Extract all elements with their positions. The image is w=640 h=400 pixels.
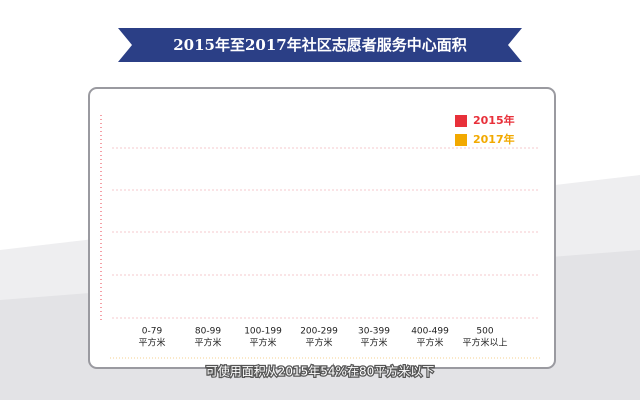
- x-tick-label: 平方米: [416, 337, 443, 349]
- x-tick-label: 平方米: [194, 337, 221, 349]
- legend-label: 2015年: [473, 113, 515, 127]
- title-banner: [118, 28, 522, 62]
- x-tick-label: 0-79: [142, 327, 163, 337]
- legend-swatch: [455, 115, 467, 127]
- chart-title: 2015年至2017年社区志愿者服务中心面积: [173, 36, 467, 54]
- x-tick-label: 400-499: [411, 327, 449, 337]
- x-tick-label: 平方米: [305, 337, 332, 349]
- legend-swatch: [455, 134, 467, 146]
- chart-frame: [88, 87, 556, 369]
- x-tick-label: 平方米以上: [462, 337, 507, 349]
- x-tick-label: 平方米: [360, 337, 387, 349]
- grid: [112, 147, 540, 319]
- x-tick-label: 30-399: [358, 327, 390, 337]
- legend-label: 2017年: [473, 132, 515, 146]
- x-tick-label: 平方米: [138, 337, 165, 349]
- x-tick-label: 200-299: [300, 327, 338, 337]
- x-tick-label: 平方米: [249, 337, 276, 349]
- subtitle: 可使用面积从2015年54%在80平方米以下: [206, 364, 434, 379]
- x-tick-label: 100-199: [244, 327, 282, 337]
- x-tick-label: 500: [476, 327, 493, 337]
- x-tick-label: 80-99: [195, 327, 221, 337]
